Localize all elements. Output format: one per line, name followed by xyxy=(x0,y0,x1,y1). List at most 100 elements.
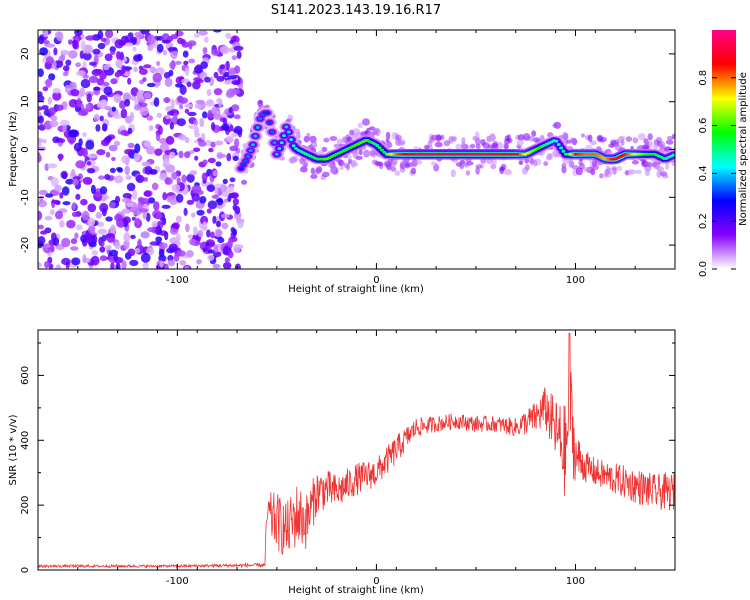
ridge-halo-blob xyxy=(330,165,337,174)
figure-title: S141.2023.143.19.16.R17 xyxy=(271,3,441,18)
ridge-halo-blob xyxy=(288,157,296,165)
ridge-halo-blob xyxy=(616,165,623,172)
noise-blob xyxy=(109,167,116,174)
noise-blob xyxy=(143,92,152,99)
ridge-halo-blob xyxy=(302,163,307,170)
noise-blob xyxy=(167,259,176,267)
noise-blob xyxy=(159,260,164,268)
noise-blob xyxy=(61,186,70,196)
noise-blob xyxy=(43,40,50,45)
ridge-halo-blob xyxy=(525,164,530,171)
noise-blob xyxy=(52,91,62,101)
noise-blob xyxy=(122,208,129,214)
snr-xtick-label: 0 xyxy=(373,576,379,587)
noise-blob xyxy=(124,148,134,155)
ridge-halo-blob xyxy=(488,133,496,142)
noise-blob xyxy=(186,81,192,88)
noise-blob xyxy=(225,32,232,39)
noise-blob xyxy=(184,108,190,114)
ridge-halo-blob xyxy=(349,129,354,136)
snr-ytick-label: 400 xyxy=(20,431,31,450)
noise-blob xyxy=(65,178,75,185)
noise-blob xyxy=(75,160,86,169)
noise-blob xyxy=(47,163,58,169)
noise-blob xyxy=(149,66,157,74)
noise-blob xyxy=(42,86,49,92)
ridge-blob xyxy=(258,117,263,121)
noise-blob xyxy=(214,186,219,197)
noise-blob xyxy=(42,244,52,248)
noise-blob xyxy=(216,220,221,228)
noise-blob xyxy=(143,177,148,182)
noise-blob xyxy=(139,68,148,75)
ridge-halo-blob xyxy=(475,143,481,150)
noise-blob xyxy=(228,67,236,76)
noise-blob xyxy=(148,169,158,175)
noise-blob xyxy=(77,109,88,116)
noise-blob xyxy=(231,55,237,60)
noise-blob xyxy=(147,44,153,52)
snr-ylabel: SNR (10 * v/v) xyxy=(8,414,19,485)
noise-blob xyxy=(82,176,93,185)
noise-blob xyxy=(110,224,116,235)
noise-blob xyxy=(141,161,151,167)
noise-blob xyxy=(104,245,112,250)
noise-blob xyxy=(62,71,69,77)
noise-blob xyxy=(233,125,243,135)
noise-blob xyxy=(75,193,81,200)
spectrogram-ytick-label: 0 xyxy=(20,146,31,152)
noise-blob xyxy=(229,145,239,152)
ridge-halo-blob xyxy=(545,155,552,161)
ridge-halo-blob xyxy=(637,133,646,141)
ridge-blob xyxy=(671,153,675,157)
noise-blob xyxy=(158,254,166,262)
ridge-halo-blob xyxy=(310,167,315,175)
noise-blob xyxy=(236,50,242,59)
noise-blob xyxy=(188,42,193,50)
ridge-halo-blob xyxy=(624,170,629,176)
noise-blob xyxy=(137,238,142,249)
noise-blob xyxy=(96,149,106,156)
noise-blob xyxy=(233,45,244,51)
noise-blob xyxy=(171,222,180,230)
colorbar-ticks: 0.0 0.2 0.4 0.6 0.8 xyxy=(698,70,736,277)
noise-blob xyxy=(148,125,154,131)
noise-blob xyxy=(167,47,177,52)
ridge-blob xyxy=(255,126,260,129)
noise-blob xyxy=(74,232,79,239)
spectrogram-xtick-label: 100 xyxy=(566,275,585,286)
ridge-halo-blob xyxy=(591,164,599,171)
noise-blob xyxy=(227,239,233,249)
noise-blob xyxy=(184,151,191,159)
noise-blob xyxy=(58,153,63,162)
noise-blob xyxy=(151,220,158,228)
ridge-halo-blob xyxy=(338,159,345,167)
noise-blob xyxy=(211,106,218,115)
noise-blob xyxy=(215,161,222,167)
noise-blob xyxy=(163,97,171,103)
noise-blob xyxy=(170,98,175,109)
noise-blob xyxy=(110,78,118,85)
ridge-halo-blob xyxy=(385,131,391,140)
noise-blob xyxy=(72,178,79,186)
noise-blob xyxy=(195,99,205,105)
noise-blob xyxy=(115,59,123,68)
ridge-halo-blob xyxy=(443,140,451,147)
ridge-blob xyxy=(248,149,253,152)
noise-blob xyxy=(54,184,62,192)
noise-blob xyxy=(232,155,239,161)
snr-xlabel: Height of straight line (km) xyxy=(288,585,424,596)
noise-blob xyxy=(75,224,83,231)
noise-blob xyxy=(226,135,234,143)
noise-blob xyxy=(38,94,45,102)
ridge-halo-blob xyxy=(321,146,328,153)
noise-blob xyxy=(194,132,201,138)
noise-blob xyxy=(147,227,156,233)
noise-blob xyxy=(192,226,198,236)
noise-blob xyxy=(187,234,193,239)
noise-blob xyxy=(224,257,230,264)
noise-blob xyxy=(155,236,163,243)
ridge-halo-blob xyxy=(561,131,569,140)
noise-blob xyxy=(40,230,48,235)
noise-blob xyxy=(167,111,175,116)
